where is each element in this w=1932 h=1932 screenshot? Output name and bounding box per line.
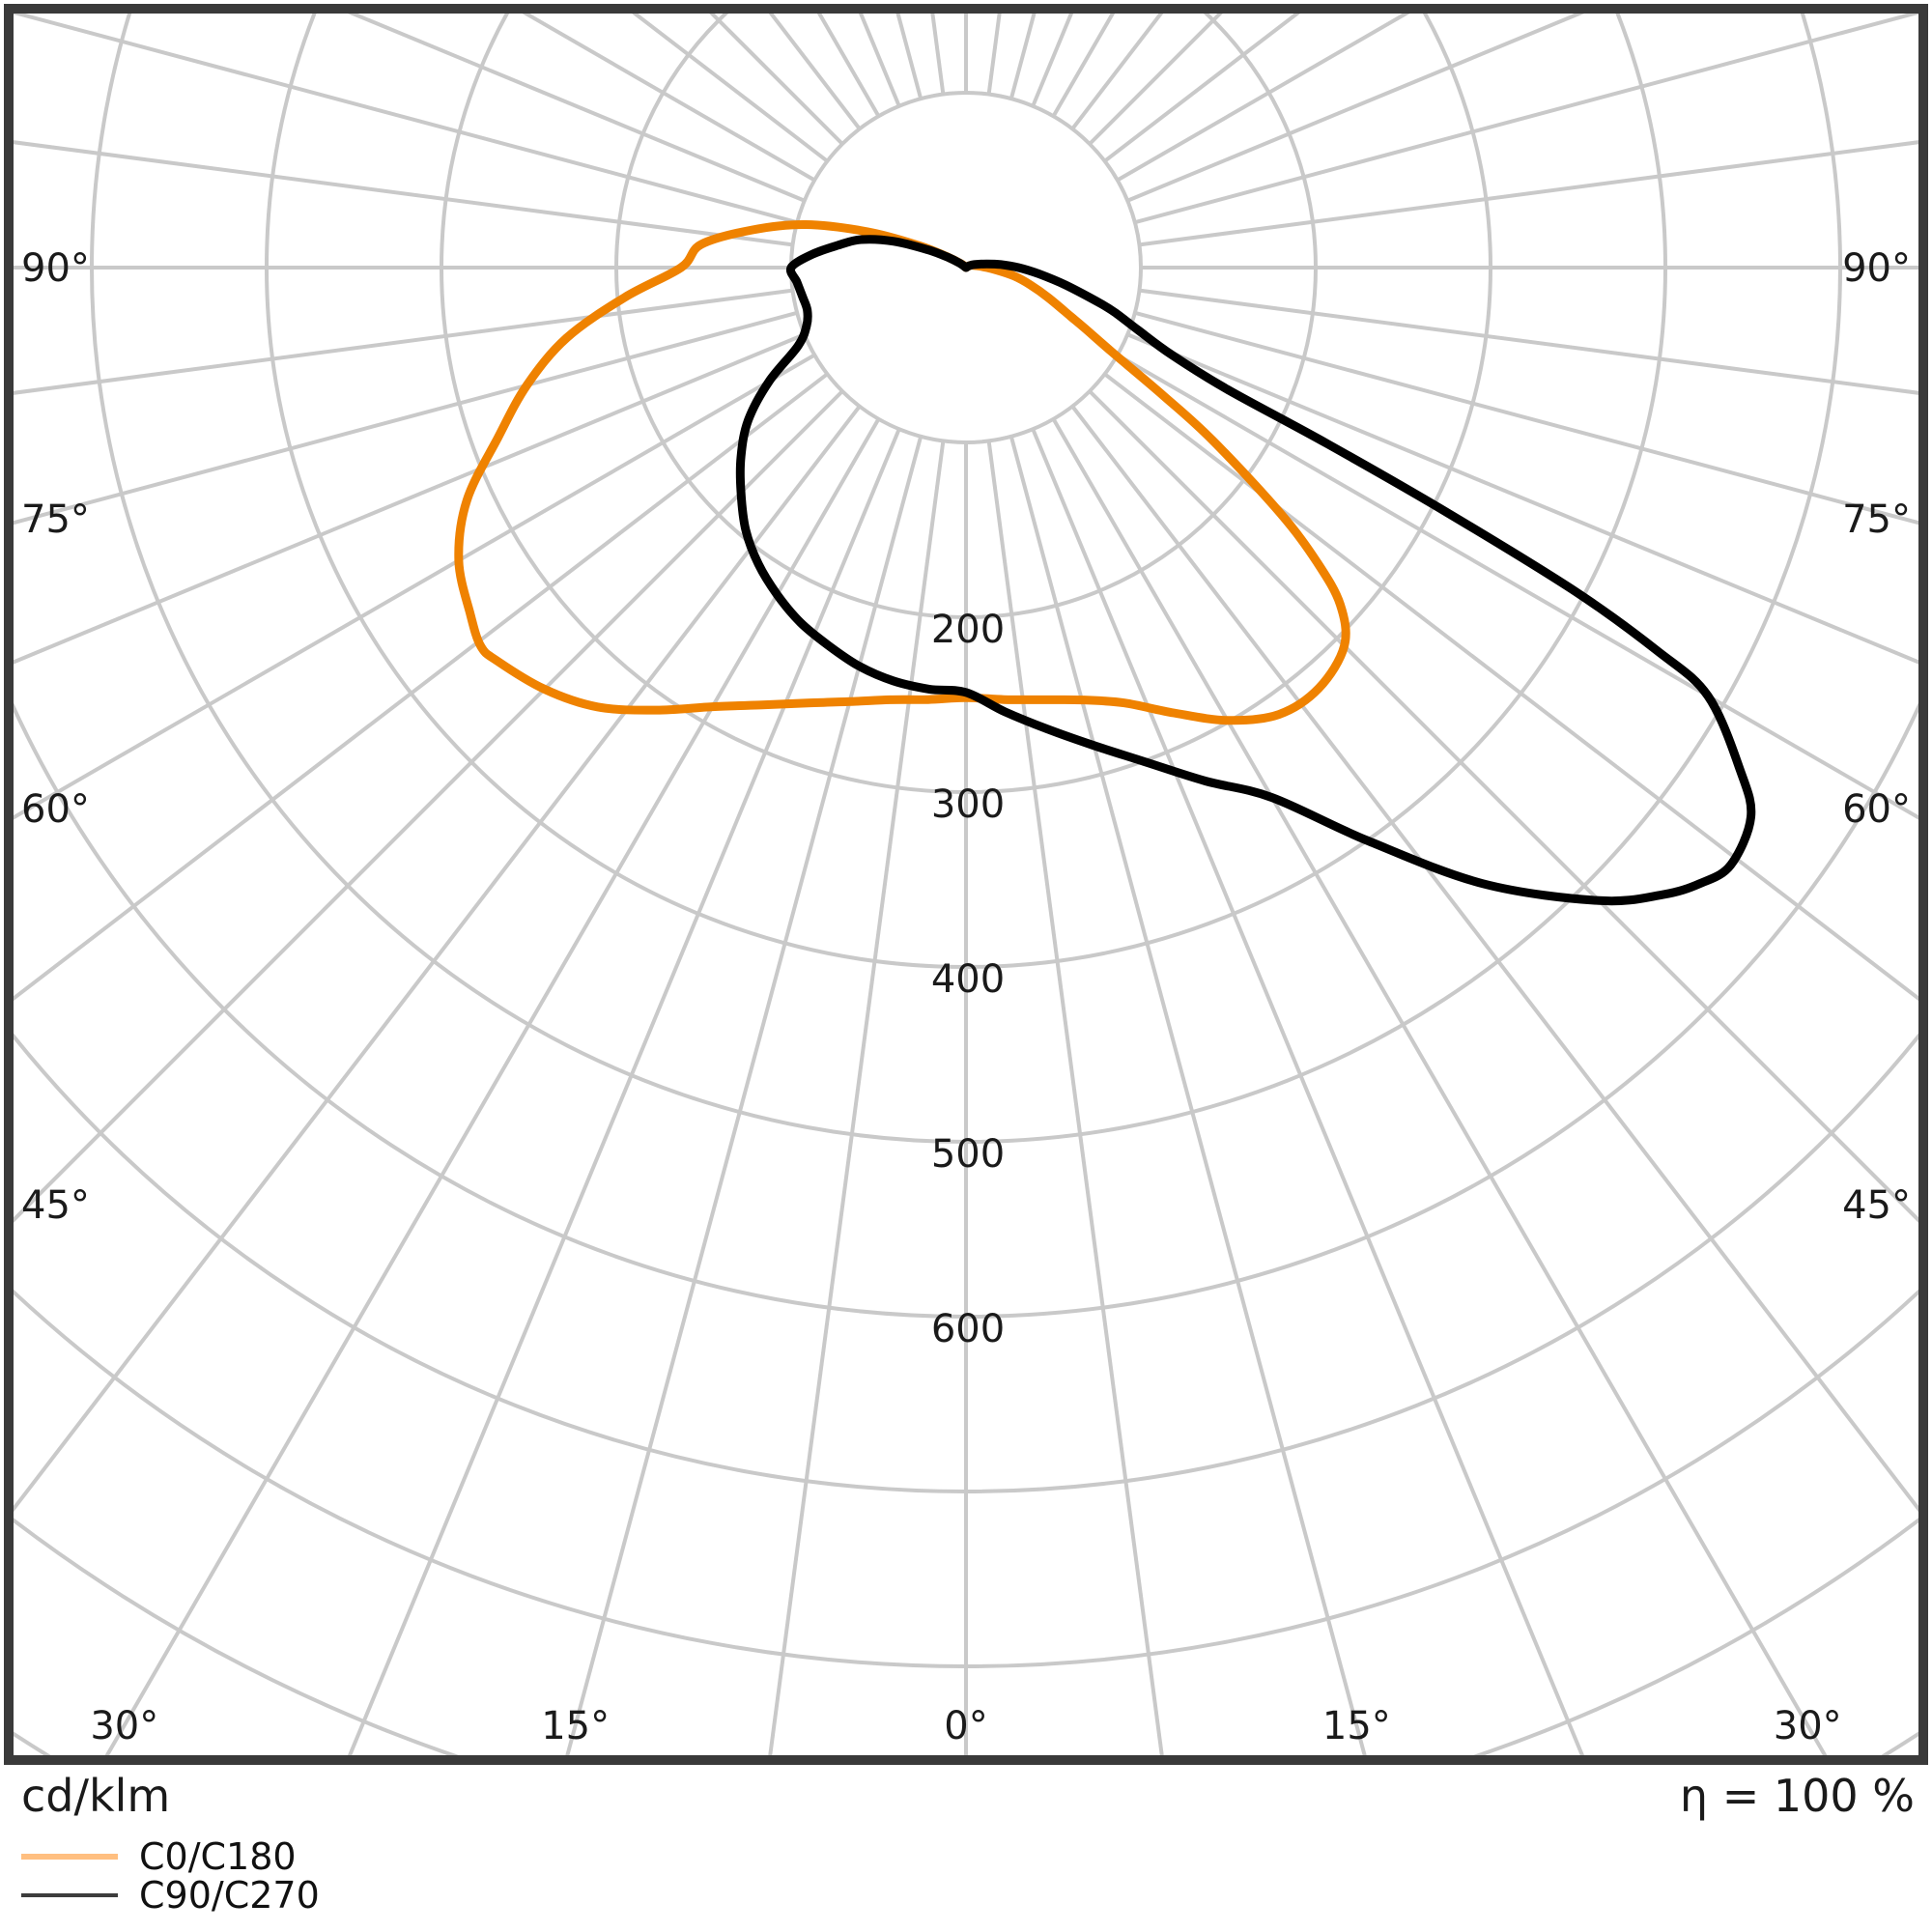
grid-ray	[14, 310, 798, 526]
grid-ray	[1031, 428, 1585, 1755]
grid-ray	[1126, 14, 1585, 203]
angle-label-left-60: 60°	[21, 787, 90, 832]
legend-item-label: C90/C270	[139, 1874, 320, 1917]
grid-ray	[104, 417, 881, 1755]
c90-c270-curve	[735, 235, 1756, 906]
c0-c180-curve	[454, 219, 1350, 725]
angle-label-bottom-15: 15°	[1322, 1704, 1391, 1748]
angle-label-left-75: 75°	[21, 497, 90, 542]
grid-ray	[14, 332, 806, 665]
efficiency-label: η = 100 %	[1679, 1770, 1915, 1822]
grid-ray	[768, 440, 946, 1755]
grid-ray	[14, 389, 844, 1223]
c90-c270-swatch	[21, 1893, 118, 1897]
ring-label-300: 300	[931, 782, 1005, 827]
legend-item-c90-c270: C90/C270	[0, 1874, 320, 1917]
grid-ray	[14, 353, 816, 820]
ring-label-200: 200	[931, 608, 1005, 652]
ring-label-500: 500	[931, 1132, 1005, 1177]
ring-label-400: 400	[931, 957, 1005, 1002]
grid-ray	[1103, 372, 1918, 1002]
angle-label-bottom-0: 0°	[944, 1704, 987, 1748]
units-label: cd/klm	[21, 1770, 171, 1822]
grid-ray	[895, 14, 923, 99]
grid-ray	[1116, 353, 1918, 820]
grid-ray	[1139, 288, 1918, 395]
angle-label-left-45: 45°	[21, 1183, 90, 1228]
c0-c180-swatch	[21, 1854, 118, 1860]
grid-ray	[986, 440, 1164, 1755]
angle-label-bottom--15: 15°	[541, 1704, 610, 1748]
grid-ray	[347, 428, 901, 1755]
legend-item-label: C0/C180	[139, 1835, 297, 1878]
grid-ray	[14, 140, 793, 247]
grid-ray	[1009, 14, 1037, 99]
grid-ray	[565, 436, 923, 1755]
grid-ray	[1134, 310, 1918, 526]
grid-ray	[347, 14, 806, 203]
grid-ray	[14, 14, 798, 225]
angle-label-right-45: 45°	[1842, 1183, 1911, 1228]
grid-ray	[1126, 332, 1918, 665]
angle-label-right-90: 90°	[1842, 246, 1911, 291]
angle-label-bottom-30: 30°	[1774, 1704, 1842, 1748]
ring-label-600: 600	[931, 1307, 1005, 1351]
grid-ray	[1134, 14, 1918, 225]
angle-label-bottom--30: 30°	[90, 1704, 158, 1748]
grid-ray	[14, 288, 793, 395]
grid-ray	[1051, 417, 1828, 1755]
grid-ray	[1088, 389, 1918, 1223]
grid-ray	[1139, 140, 1918, 247]
angle-label-left-90: 90°	[21, 246, 90, 291]
grid-ray	[631, 14, 829, 163]
grid-ray	[1009, 436, 1367, 1755]
angle-label-right-75: 75°	[1842, 497, 1911, 542]
angle-label-right-60: 60°	[1842, 787, 1911, 832]
grid-ray	[1103, 14, 1301, 163]
grid-ray	[14, 372, 829, 1002]
grid-ray	[1070, 405, 1918, 1513]
legend-item-c0-c180: C0/C180	[0, 1835, 297, 1878]
grid-ray	[14, 405, 862, 1513]
